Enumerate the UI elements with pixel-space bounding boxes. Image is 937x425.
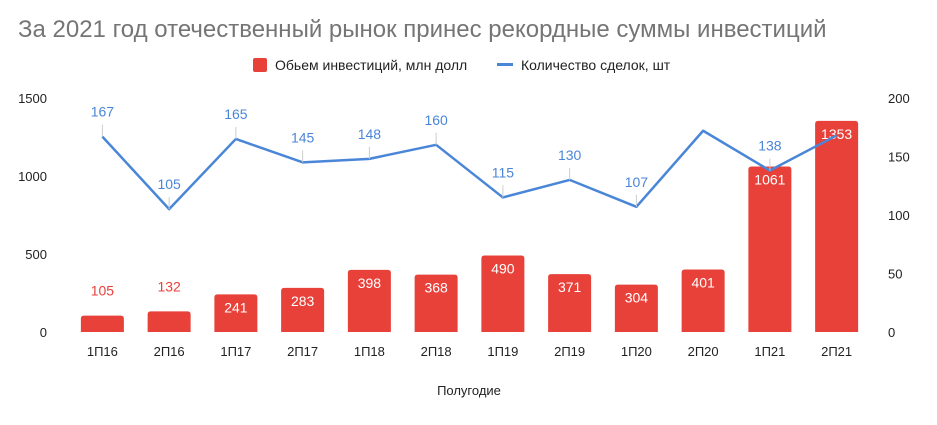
x-tick-label: 2П18 — [421, 344, 452, 359]
line-data-label: 138 — [758, 138, 782, 154]
x-tick-label: 2П20 — [688, 344, 719, 359]
x-tick-label: 1П18 — [354, 344, 385, 359]
y-axis-right: 0 50 100 150 200 — [888, 91, 910, 340]
bar — [347, 269, 391, 332]
x-axis-categories: 1П16 2П16 1П17 2П17 1П18 2П18 1П19 2П19 1П20 2П20… — [87, 344, 852, 359]
line-data-label: 165 — [224, 106, 248, 122]
y-left-tick-label: 0 — [40, 325, 47, 340]
bar — [414, 274, 458, 332]
x-tick-label: 2П16 — [154, 344, 185, 359]
line-data-label: 160 — [424, 112, 448, 128]
y-left-tick-label: 500 — [25, 247, 47, 262]
line-data-label: 107 — [625, 174, 649, 190]
bar — [681, 269, 725, 332]
bar-data-label: 1061 — [754, 171, 785, 187]
line-data-label: 145 — [291, 129, 315, 145]
bar-data-label: 105 — [91, 283, 115, 299]
line-data-label: 115 — [492, 164, 515, 180]
y-right-tick-label: 100 — [888, 208, 910, 223]
y-left-tick-label: 1000 — [18, 169, 47, 184]
bar — [214, 294, 258, 332]
y-right-tick-label: 50 — [888, 267, 902, 282]
bar-data-label: 490 — [491, 261, 515, 277]
line-path — [101, 129, 838, 211]
y-right-tick-label: 150 — [888, 150, 910, 165]
bar — [815, 120, 859, 332]
bar-data-label: 304 — [625, 290, 649, 306]
x-tick-label: 1П19 — [487, 344, 518, 359]
line-data-label: 105 — [157, 176, 181, 192]
bar — [748, 166, 792, 332]
legend-line-label: Количество сделок, шт — [521, 57, 671, 73]
x-tick-label: 1П21 — [754, 344, 785, 359]
y-right-tick-label: 0 — [888, 325, 895, 340]
x-tick-label: 2П21 — [821, 344, 852, 359]
bar — [614, 284, 658, 332]
y-right-tick-label: 200 — [888, 91, 910, 106]
bar-data-label: 283 — [291, 293, 315, 309]
x-tick-label: 1П17 — [220, 344, 251, 359]
bar-data-label: 398 — [358, 275, 382, 291]
x-tick-label: 1П16 — [87, 344, 118, 359]
y-left-tick-label: 1500 — [18, 91, 47, 106]
bar — [80, 315, 124, 332]
bar-data-label: 401 — [691, 274, 715, 290]
chart-title: За 2021 год отечественный рынок принес р… — [18, 16, 827, 43]
line-data-label: 130 — [558, 147, 582, 163]
x-tick-label: 2П19 — [554, 344, 585, 359]
x-tick-label: 2П17 — [287, 344, 318, 359]
legend: Обьем инвестиций, млн долл Количество сд… — [253, 57, 671, 73]
bar-data-label: 1353 — [821, 126, 852, 142]
line-data-label: 167 — [91, 104, 115, 120]
bar-series: 105 132 241 283 398 368 490 371 304 401 1061 1353 — [80, 120, 859, 332]
y-axis-left: 0 500 1000 1500 — [18, 91, 47, 340]
legend-line-swatch — [497, 63, 513, 66]
bar-data-label: 371 — [558, 279, 582, 295]
x-tick-label: 1П20 — [621, 344, 652, 359]
bar-data-label: 368 — [424, 280, 448, 296]
line-series: 167 105 165 145 148 160 115 130 107 138 — [91, 104, 838, 211]
line-data-label: 148 — [358, 126, 382, 142]
bar — [548, 274, 592, 332]
x-axis-label: Полугодие — [437, 383, 501, 398]
bar — [147, 311, 191, 332]
bar — [281, 287, 325, 332]
bar-data-label: 241 — [224, 299, 248, 315]
legend-bar-swatch — [253, 58, 267, 72]
bar-data-label: 132 — [157, 278, 181, 294]
bar — [481, 255, 525, 332]
legend-bar-label: Обьем инвестиций, млн долл — [275, 57, 467, 73]
